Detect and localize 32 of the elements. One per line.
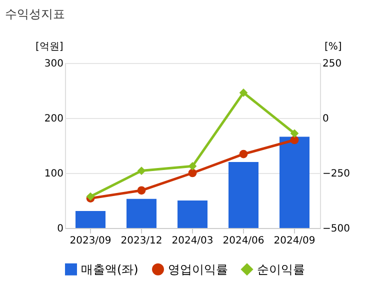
y2-tick-label: −250: [322, 168, 350, 180]
x-tick-label: 2024/03: [172, 236, 214, 246]
x-tick-label: 2024/09: [274, 236, 316, 246]
legend-label: 순이익률: [257, 262, 305, 276]
y-axis-title: [억원]: [36, 42, 64, 52]
point: [188, 162, 197, 170]
point: [290, 136, 299, 144]
x-tick-label: 2023/12: [120, 236, 162, 246]
y-tick-label: 0: [57, 224, 64, 234]
point: [290, 129, 299, 138]
bar: [280, 136, 310, 228]
point: [137, 166, 146, 175]
x-tick-label: 2024/06: [222, 236, 264, 246]
y-tick-label: 300: [44, 58, 64, 70]
chart-title: 수익성지표: [5, 7, 65, 21]
legend-label: 영업이익률: [168, 262, 228, 276]
y2-axis-title: [%]: [324, 42, 342, 52]
y2-tick-label: 250: [322, 58, 342, 70]
legend-label: 매출액(좌): [81, 262, 138, 276]
bar: [178, 200, 208, 228]
y-tick-label: 200: [44, 114, 64, 124]
bar: [126, 198, 156, 228]
bar: [228, 162, 258, 228]
y2-tick-label: −500: [322, 224, 350, 234]
y-tick-label: 100: [44, 168, 64, 180]
bar: [76, 210, 106, 228]
y2-tick-label: 0: [322, 114, 329, 124]
point: [239, 88, 248, 97]
point: [137, 186, 146, 195]
point: [239, 150, 248, 158]
point: [188, 168, 197, 178]
x-tick-label: 2023/09: [70, 236, 112, 246]
